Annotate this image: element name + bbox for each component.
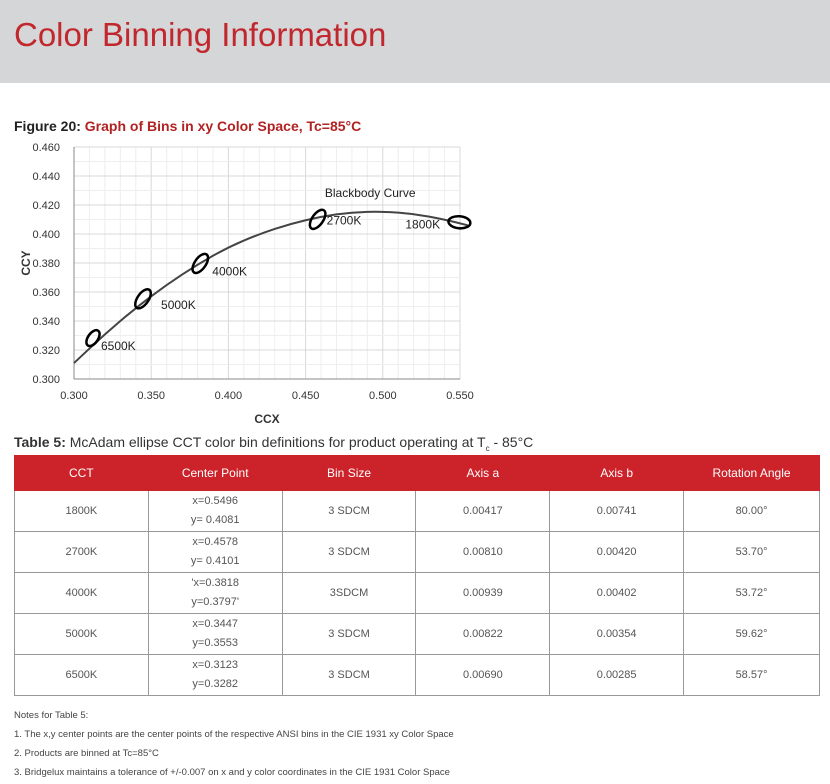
bin-label: 4000K [212,264,247,278]
bin-label: 1800K [405,217,440,231]
table-row: 6500K x=0.3123 y=0.3282 3 SDCM 0.00690 0.0028… [14,654,820,696]
figure-title: Graph of Bins in xy Color Space, Tc=85°C [84,118,362,134]
bin-table: CCT Center Point Bin Size Axis a Axis b … [14,455,820,696]
chart-svg: 0.300 0.350 0.400 0.450 0.500 0.550 0.300 0.320… [19,142,474,426]
col-bin-size: Bin Size [281,455,417,491]
bin-label: 5000K [161,298,196,312]
center-point-cell: x=0.3447 y=0.3553 [147,613,283,655]
bin-ellipse [308,208,327,231]
x-tick-label: 0.300 [60,390,88,402]
center-y: y=0.3797' [191,596,240,608]
bin-ellipse [447,214,472,230]
cct-cell: 5000K [14,613,149,655]
col-cct: CCT [14,455,149,491]
axis-a-cell: 0.00939 [415,572,551,614]
center-x: x=0.4578 [192,536,238,548]
center-point-cell: x=0.5496 y= 0.4081 [147,490,283,532]
x-tick-label: 0.450 [292,390,320,402]
note-item: 3. Bridgelux maintains a tolerance of +/… [14,767,450,778]
rotation-cell: 59.62° [683,613,820,655]
table-title-post: - 85°C [489,434,534,450]
x-axis-label: CCX [254,412,279,426]
axis-b-cell: 0.00354 [549,613,685,655]
axis-a-cell: 0.00417 [415,490,551,532]
curve-label: Blackbody Curve [325,186,416,200]
cct-cell: 1800K [14,490,149,532]
table-row: 4000K 'x=0.3818 y=0.3797' 3SDCM 0.00939 0.004… [14,572,820,614]
header-banner: Color Binning Information [0,0,830,83]
bin-ellipse [85,328,101,348]
table-caption: Table 5: McAdam ellipse CCT color bin de… [14,434,533,453]
col-rotation-angle: Rotation Angle [683,455,820,491]
table-label: Table 5: [14,434,66,450]
table-header-row: CCT Center Point Bin Size Axis a Axis b … [14,455,820,491]
center-y: y= 0.4081 [190,514,240,526]
rotation-cell: 53.72° [683,572,820,614]
y-tick-label: 0.340 [32,316,60,328]
bin-ellipse [191,252,210,275]
x-tick-label: 0.350 [137,390,165,402]
bin-size-cell: 3 SDCM [281,654,417,696]
y-tick-label: 0.420 [32,200,60,212]
table-title-sub: c [485,443,490,453]
bins-chart: 0.300 0.350 0.400 0.450 0.500 0.550 0.300 0.320… [8,138,478,430]
center-x: 'x=0.3818 [191,577,240,589]
col-axis-a: Axis a [415,455,551,491]
note-item: 1. The x,y center points are the center … [14,729,454,740]
y-tick-label: 0.380 [32,258,60,270]
center-point-cell: x=0.4578 y= 0.4101 [147,531,283,573]
table-row: 1800K x=0.5496 y= 0.4081 3 SDCM 0.00417 0.007… [14,490,820,532]
center-y: y= 0.4101 [190,555,240,567]
axis-b-cell: 0.00741 [549,490,685,532]
rotation-cell: 53.70° [683,531,820,573]
axis-a-cell: 0.00810 [415,531,551,573]
col-center-point: Center Point [147,455,283,491]
center-x: x=0.5496 [192,495,238,507]
bin-label: 2700K [327,213,362,227]
table-row: 2700K x=0.4578 y= 0.4101 3 SDCM 0.00810 0.004… [14,531,820,573]
rotation-cell: 80.00° [683,490,820,532]
bin-size-cell: 3 SDCM [281,613,417,655]
axis-a-cell: 0.00690 [415,654,551,696]
x-tick-label: 0.500 [369,390,397,402]
col-axis-b: Axis b [549,455,685,491]
center-y: y=0.3553 [192,637,238,649]
axis-b-cell: 0.00285 [549,654,685,696]
blackbody-curve [73,210,468,364]
bin-size-cell: 3 SDCM [281,490,417,532]
table-notes: Notes for Table 5: 1. The x,y center poi… [14,706,454,782]
figure-caption: Figure 20: Graph of Bins in xy Color Spa… [14,118,361,134]
rotation-cell: 58.57° [683,654,820,696]
axis-b-cell: 0.00402 [549,572,685,614]
y-tick-label: 0.300 [32,374,60,386]
center-y: y=0.3282 [192,678,238,690]
notes-title: Notes for Table 5: [14,710,89,721]
note-item: 2. Products are binned at Tc=85°C [14,748,159,759]
bin-label: 6500K [101,339,136,353]
axis-b-cell: 0.00420 [549,531,685,573]
y-tick-label: 0.460 [32,142,60,154]
bin-ellipse [134,288,153,310]
table-title: McAdam ellipse CCT color bin definitions… [69,434,486,450]
bin-size-cell: 3SDCM [281,572,417,614]
cct-cell: 4000K [14,572,149,614]
cct-cell: 6500K [14,654,149,696]
table-row: 5000K x=0.3447 y=0.3553 3 SDCM 0.00822 0.0035… [14,613,820,655]
y-axis-label: CCY [19,250,33,275]
center-point-cell: 'x=0.3818 y=0.3797' [147,572,283,614]
y-tick-label: 0.400 [32,229,60,241]
figure-label: Figure 20: [14,118,81,134]
y-tick-label: 0.360 [32,287,60,299]
page-title: Color Binning Information [14,16,387,53]
center-point-cell: x=0.3123 y=0.3282 [147,654,283,696]
center-x: x=0.3447 [192,618,238,630]
y-tick-label: 0.440 [32,171,60,183]
cct-cell: 2700K [14,531,149,573]
x-tick-label: 0.550 [446,390,474,402]
center-x: x=0.3123 [192,659,238,671]
bin-size-cell: 3 SDCM [281,531,417,573]
axis-a-cell: 0.00822 [415,613,551,655]
y-tick-label: 0.320 [32,345,60,357]
x-tick-label: 0.400 [215,390,243,402]
